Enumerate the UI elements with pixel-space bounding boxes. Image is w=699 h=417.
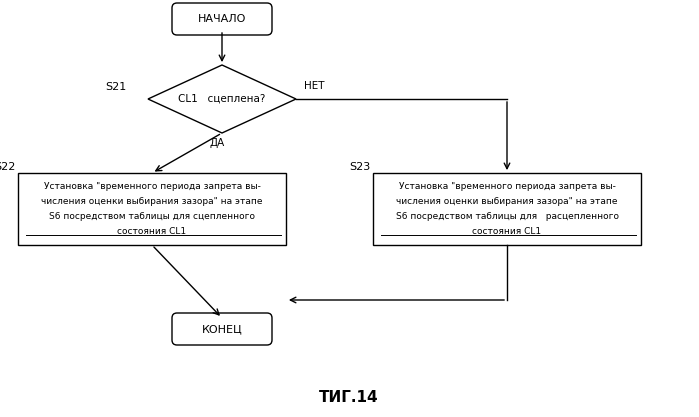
Text: состояния CL1: состояния CL1 bbox=[117, 227, 187, 236]
FancyBboxPatch shape bbox=[172, 313, 272, 345]
Text: S23: S23 bbox=[350, 162, 371, 172]
Text: НЕТ: НЕТ bbox=[304, 81, 324, 91]
Text: числения оценки выбирания зазора" на этапе: числения оценки выбирания зазора" на эта… bbox=[41, 197, 263, 206]
Text: ДА: ДА bbox=[210, 138, 224, 148]
Text: числения оценки выбирания зазора" на этапе: числения оценки выбирания зазора" на эта… bbox=[396, 197, 618, 206]
Text: ΤИГ.14: ΤИГ.14 bbox=[319, 389, 379, 404]
Text: S22: S22 bbox=[0, 162, 16, 172]
Text: Установка "временного периода запрета вы-: Установка "временного периода запрета вы… bbox=[43, 182, 261, 191]
FancyBboxPatch shape bbox=[373, 173, 641, 245]
Text: НАЧАЛО: НАЧАЛО bbox=[198, 14, 246, 24]
Text: Установка "временного периода запрета вы-: Установка "временного периода запрета вы… bbox=[398, 182, 615, 191]
Text: CL1   сцеплена?: CL1 сцеплена? bbox=[178, 94, 266, 104]
Text: состояния CL1: состояния CL1 bbox=[473, 227, 542, 236]
Text: S6 посредством таблицы для сцепленного: S6 посредством таблицы для сцепленного bbox=[49, 212, 255, 221]
Text: S6 посредством таблицы для   расцепленного: S6 посредством таблицы для расцепленного bbox=[396, 212, 619, 221]
Polygon shape bbox=[148, 65, 296, 133]
Text: КОНЕЦ: КОНЕЦ bbox=[201, 324, 243, 334]
Text: S21: S21 bbox=[105, 82, 126, 92]
FancyBboxPatch shape bbox=[172, 3, 272, 35]
FancyBboxPatch shape bbox=[18, 173, 286, 245]
